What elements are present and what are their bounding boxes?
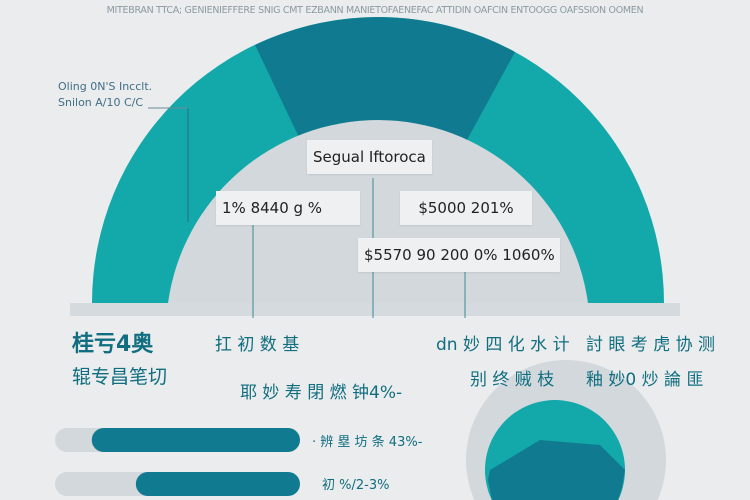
side-note-line1: Oling 0N'S Incclt. (58, 80, 153, 93)
bar-fill-1 (91, 428, 300, 452)
label-right-top: 討 眼 考 虎 协 测 (586, 335, 716, 355)
label-mid-left: 扛 初 数 基 (215, 335, 300, 355)
callout-left: 1% 8440 g % (216, 191, 360, 225)
label-mid-right-top: dn 妙 四 化 水 计 (436, 335, 570, 355)
bar-fill-2 (135, 472, 300, 496)
callout-title: Segual Iftoroca (307, 140, 432, 174)
bar-label-1: · 辨 塁 坊 条 43%- (312, 435, 423, 450)
label-left-bottom: 辊专昌笔切 (72, 366, 168, 388)
callout-right: $5000 201% (400, 191, 532, 225)
subtitle: MITEBRAN TTCA; GENIENIEFFERE SNIG CMT EZ… (106, 5, 644, 16)
label-mid-right-bottom: 别 终 贼 枝 (470, 370, 555, 390)
bar-label-2: 初 %/2-3% (322, 478, 390, 493)
pie-slice-dark (488, 440, 625, 500)
callout-bottom: $5570 90 200 0% 1060% (358, 238, 560, 272)
baseline-band (70, 303, 680, 316)
label-left-top: 桂亏4奥 (72, 332, 154, 357)
label-center: 耶 妙 寿 閉 燃 钟4%- (240, 383, 403, 403)
side-note-line2: Snilon A/10 C/C (58, 96, 144, 109)
label-right-bottom: 釉 妙0 炒 論 匪 (586, 370, 704, 390)
